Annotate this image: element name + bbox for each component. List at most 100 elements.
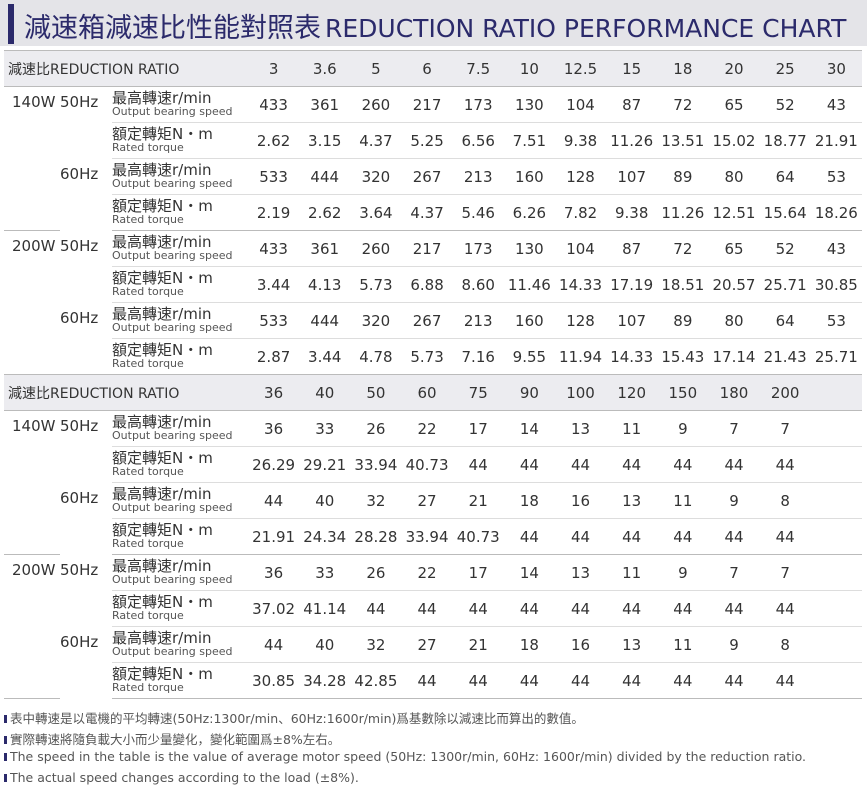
speed-value: 27 — [401, 626, 453, 663]
row-label-zh: 額定轉矩N・m — [112, 124, 213, 143]
torque-row: 額定轉矩N・m Rated torque 37.02 41.14 44 44 44 44 44 4… — [4, 590, 862, 627]
speed-value: 130 — [503, 230, 555, 267]
row-label: 最高轉速r/min Output bearing speed — [112, 410, 249, 447]
torque-value: 44 — [554, 518, 607, 555]
speed-value: 13 — [606, 626, 658, 663]
ratio: 6 — [401, 50, 453, 87]
torque-value: 3.64 — [350, 194, 402, 231]
title: 減速箱減速比性能對照表 REDUCTION RATIO PERFORMANCE C… — [24, 6, 846, 45]
row-label-en: Output bearing speed — [112, 104, 233, 118]
torque-value: 18.26 — [810, 194, 862, 231]
speed-value: 14 — [503, 410, 555, 447]
row-label-en: Rated torque — [112, 464, 184, 478]
row-label-zh: 額定轉矩N・m — [112, 448, 213, 467]
row-label-en: Output bearing speed — [112, 176, 233, 190]
torque-value: 7.16 — [452, 338, 504, 375]
speed-value: 107 — [606, 158, 658, 195]
speed-value: 7 — [759, 554, 811, 591]
torque-value: 25.71 — [810, 338, 862, 375]
torque-value: 25.71 — [759, 266, 811, 303]
speed-value: 26 — [350, 554, 402, 591]
torque-value: 3.44 — [299, 338, 351, 375]
ratio: 15 — [606, 50, 658, 87]
torque-value: 44 — [452, 446, 504, 483]
torque-value: 20.57 — [708, 266, 760, 303]
speed-value: 32 — [350, 482, 402, 519]
row-label-en: Rated torque — [112, 356, 184, 370]
torque-value: 44 — [503, 590, 555, 627]
empty-cell — [810, 662, 862, 699]
torque-value: 44 — [657, 590, 709, 627]
power: 200W — [4, 230, 60, 375]
torque-value: 44 — [503, 662, 555, 699]
speed-value: 7 — [708, 554, 760, 591]
ratio: 120 — [606, 374, 658, 411]
ratio: 5 — [350, 50, 402, 87]
torque-value: 21.43 — [759, 338, 811, 375]
ratio: 7.5 — [452, 50, 504, 87]
speed-value: 89 — [657, 158, 709, 195]
torque-value: 44 — [759, 590, 811, 627]
torque-value: 14.33 — [554, 266, 607, 303]
speed-value: 27 — [401, 482, 453, 519]
speed-value: 128 — [554, 302, 607, 339]
ratio: 40 — [299, 374, 351, 411]
torque-value: 5.73 — [401, 338, 453, 375]
torque-value: 44 — [657, 518, 709, 555]
empty-cell — [810, 482, 862, 519]
speed-value: 53 — [810, 302, 862, 339]
torque-value: 18.51 — [657, 266, 709, 303]
speed-value: 89 — [657, 302, 709, 339]
empty-cell — [810, 590, 862, 627]
speed-value: 213 — [452, 302, 504, 339]
speed-value: 64 — [759, 302, 811, 339]
torque-value: 15.43 — [657, 338, 709, 375]
row-label-zh: 額定轉矩N・m — [112, 520, 213, 539]
speed-value: 320 — [350, 158, 402, 195]
frequency: 50Hz — [60, 236, 99, 255]
torque-value: 4.78 — [350, 338, 402, 375]
speed-value: 173 — [452, 86, 504, 123]
torque-value: 44 — [554, 590, 607, 627]
speed-value: 160 — [503, 302, 555, 339]
ratio: 60 — [401, 374, 453, 411]
speed-value: 52 — [759, 86, 811, 123]
performance-table: 減速比REDUCTION RATIO 3 3.6 5 6 7.5 10 12.5 15 18 20 2… — [4, 50, 862, 699]
torque-value: 34.28 — [299, 662, 351, 699]
torque-value: 2.19 — [248, 194, 300, 231]
row-label: 最高轉速r/min Output bearing speed — [112, 158, 249, 195]
torque-value: 9.55 — [503, 338, 555, 375]
row-label-zh: 最高轉速r/min — [112, 484, 212, 503]
speed-value: 267 — [401, 302, 453, 339]
speed-value: 533 — [248, 158, 300, 195]
speed-value: 26 — [350, 410, 402, 447]
speed-value: 36 — [248, 554, 300, 591]
torque-value: 30.85 — [810, 266, 862, 303]
speed-value: 361 — [299, 86, 351, 123]
ratio: 20 — [708, 50, 760, 87]
speed-value: 7 — [759, 410, 811, 447]
row-label: 額定轉矩N・m Rated torque — [112, 266, 249, 303]
speed-value: 22 — [401, 554, 453, 591]
torque-value: 44 — [606, 446, 658, 483]
speed-value: 444 — [299, 158, 351, 195]
torque-value: 21.91 — [248, 518, 300, 555]
speed-value: 213 — [452, 158, 504, 195]
speed-value: 43 — [810, 230, 862, 267]
torque-value: 6.88 — [401, 266, 453, 303]
speed-value: 128 — [554, 158, 607, 195]
ratio: 150 — [657, 374, 709, 411]
ratio: 75 — [452, 374, 504, 411]
speed-value: 9 — [708, 482, 760, 519]
torque-value: 37.02 — [248, 590, 300, 627]
torque-value: 14.33 — [606, 338, 658, 375]
row-label: 最高轉速r/min Output bearing speed — [112, 302, 249, 339]
speed-value: 8 — [759, 626, 811, 663]
empty-cell — [810, 626, 862, 663]
power: 140W — [4, 86, 60, 231]
torque-value: 44 — [708, 590, 760, 627]
frequency: 50Hz — [60, 560, 99, 579]
row-label-en: Rated torque — [112, 212, 184, 226]
row-label-en: Output bearing speed — [112, 320, 233, 334]
row-label: 額定轉矩N・m Rated torque — [112, 194, 249, 231]
